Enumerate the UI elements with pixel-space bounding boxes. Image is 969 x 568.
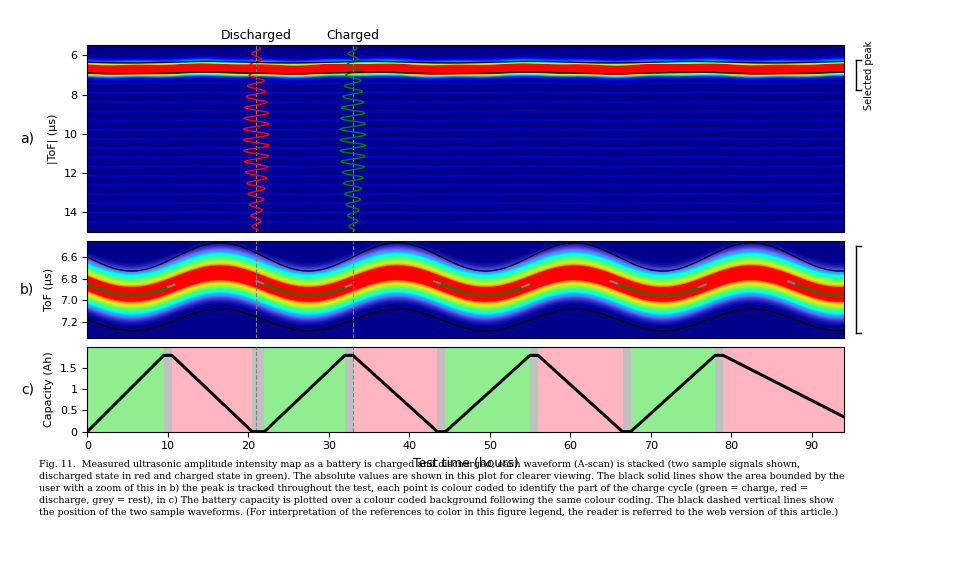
Bar [345,347,353,432]
Bar [723,347,843,432]
Bar [252,347,265,432]
Bar [265,347,345,432]
X-axis label: Test time (hours): Test time (hours) [412,457,518,470]
Bar [714,347,723,432]
Bar [172,347,252,432]
Y-axis label: |ToF| (μs): |ToF| (μs) [47,114,58,164]
Bar [538,347,622,432]
Text: b): b) [20,282,34,296]
Bar [87,347,164,432]
Text: Selected peak: Selected peak [863,41,873,110]
Text: Charged: Charged [327,29,379,41]
Bar [622,347,630,432]
Text: c): c) [21,382,34,396]
Bar [437,347,445,432]
Text: Fig. 11.  Measured ultrasonic amplitude intensity map as a battery is charged an: Fig. 11. Measured ultrasonic amplitude i… [39,460,844,517]
Bar [353,347,437,432]
Bar [164,347,172,432]
Y-axis label: Capacity (Ah): Capacity (Ah) [45,352,54,427]
Y-axis label: ToF (μs): ToF (μs) [45,268,54,311]
Bar [529,347,538,432]
Bar [630,347,714,432]
Text: a): a) [20,132,34,146]
Text: Discharged: Discharged [221,29,292,41]
Bar [445,347,529,432]
